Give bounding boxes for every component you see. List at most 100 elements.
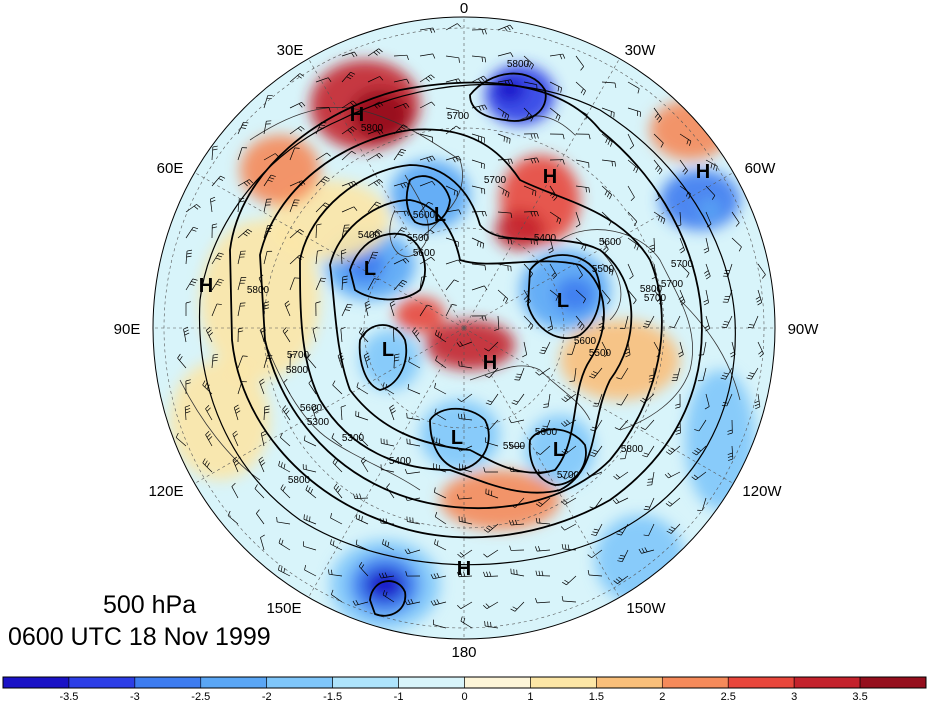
barb-flag [379,76,384,81]
barb-flag [264,411,270,414]
barb-flag [501,111,505,117]
barb-flag [433,599,437,605]
wind-barb [575,81,586,96]
barb-flag [551,272,556,277]
barb-staff [673,315,681,328]
barb-staff [185,278,194,291]
barb-staff [571,341,577,355]
barb-flag [457,413,460,419]
wind-barb [393,257,410,265]
barb-flag [503,136,505,142]
barb-flag [560,87,562,93]
barb-staff [407,471,421,475]
barb-staff [237,277,242,291]
barb-flag [284,300,290,305]
barb-flag [663,218,666,224]
barb-staff [549,263,557,276]
wind-barb [561,445,577,455]
barb-staff [407,549,421,555]
barb-flag [615,578,621,583]
barb-staff [289,199,295,213]
barb-flag [434,539,436,545]
barb-staff [315,107,330,109]
wind-barb [638,547,655,554]
barb-flag [457,553,462,558]
barb-staff [445,279,455,291]
wind-barb [393,210,409,217]
barb-flag [406,55,409,61]
barb-staff [497,315,500,329]
barb-flag [352,600,356,606]
anomaly-blob [650,100,730,160]
barb-flag [713,164,716,170]
wind-barb [601,159,616,167]
barb-flag [616,533,622,536]
barb-staff [263,407,266,421]
barb-flag [376,154,381,159]
wind-barb [535,598,551,604]
barb-staff [355,415,369,421]
barb-staff [703,341,707,355]
colorbar-swatch [2,676,70,689]
barb-flag [334,460,338,466]
barb-staff [419,201,429,213]
barb-staff [419,180,433,187]
high-center: H [696,161,710,183]
barb-flag [243,182,248,187]
barb-flag [616,403,622,406]
barb-flag [669,326,675,328]
wind-barb [260,534,265,551]
barb-flag [680,249,685,254]
wind-barb [754,393,761,410]
barb-flag [649,244,655,247]
colorbar-swatch [793,676,861,689]
barb-flag [278,538,281,544]
barb-flag [321,121,327,124]
barb-flag [510,212,513,219]
wind-barb [404,548,421,555]
wind-barb [640,419,655,430]
barb-staff [303,545,317,551]
barb-flag [196,204,201,208]
barb-staff [256,513,265,525]
barb-flag [484,211,487,217]
barb-flag [703,247,709,251]
high-center: H [483,352,497,374]
barb-flag [379,101,384,106]
barb-flag [258,274,264,279]
contour-label: 5700 [644,293,667,304]
barb-flag [730,354,736,358]
wind-barb [543,393,551,408]
wind-barb [303,435,317,447]
wind-barb [355,539,369,551]
barb-flag [563,421,568,426]
barb-staff [485,625,499,629]
barb-staff [757,341,764,354]
barb-staff [311,407,317,421]
barb-staff [304,440,317,447]
barb-flag [283,463,286,469]
barb-flag [463,617,466,623]
wind-barb [445,279,459,291]
barb-flag [362,332,367,338]
wind-barb [614,419,629,431]
barb-flag [338,355,344,359]
barb-staff [668,471,681,479]
barb-flag [665,503,671,507]
barb-flag [434,408,437,414]
barb-flag [227,510,231,516]
barb-staff [549,211,562,220]
barb-staff [601,315,605,329]
barb-flag [727,452,733,455]
barb-flag [560,422,565,427]
barb-flag [609,194,612,200]
wind-barb [497,237,513,245]
barb-flag [264,408,270,411]
contour-label: 5800 [621,444,644,455]
barb-flag [400,126,406,130]
barb-staff [389,303,395,317]
barb-flag [276,516,278,522]
barb-staff [333,487,343,499]
barb-flag [341,249,347,252]
height-contour [358,324,408,391]
